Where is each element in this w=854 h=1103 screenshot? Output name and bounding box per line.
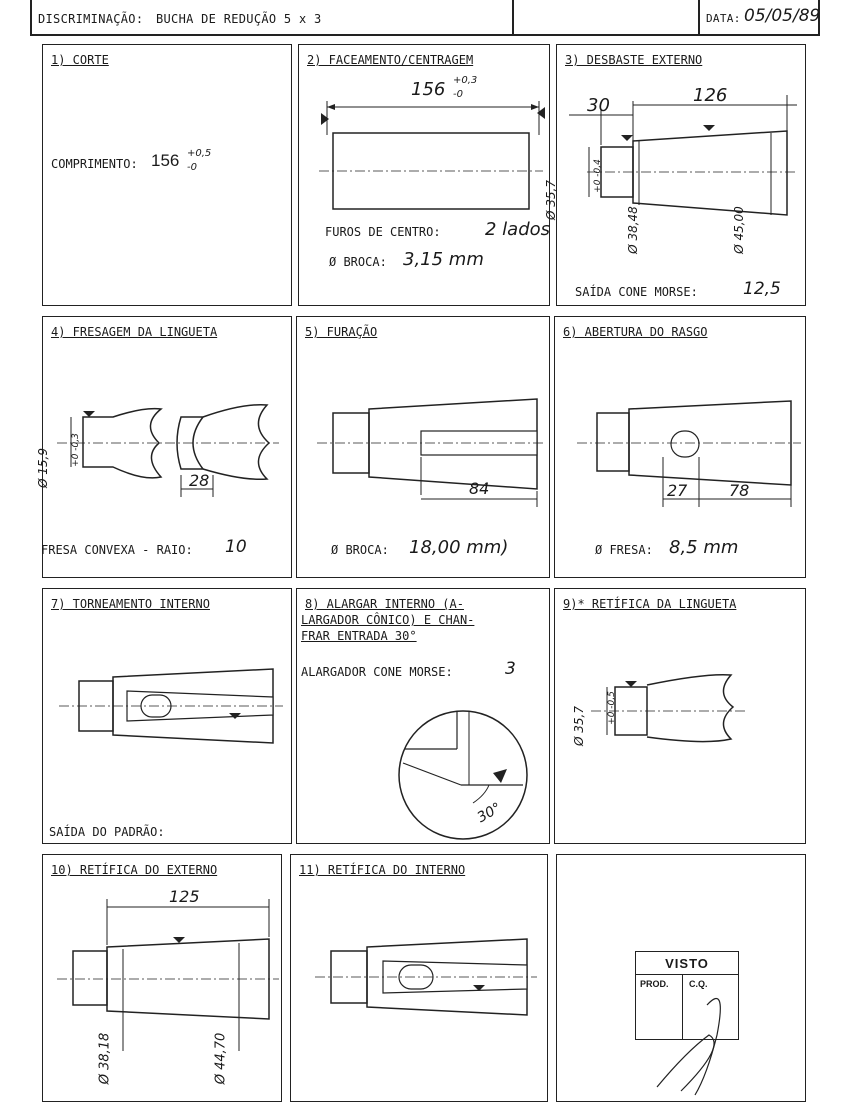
- slot-length: 78: [729, 481, 750, 500]
- step-cell-5: 5) FURAÇÃO 84 Ø BROCA: 18,00 mm): [296, 316, 550, 578]
- step-cell-7: 7) TORNEAMENTO INTERNO SAÍDA DO PADRÃO:: [42, 588, 292, 844]
- tongue-grinding-drawing: [591, 673, 745, 743]
- stamp-prod-label: PROD.: [640, 979, 669, 989]
- facing-drawing: [319, 101, 545, 210]
- step-cell-6: 6) ABERTURA DO RASGO 27 78 Ø FRESA: 8,5 …: [554, 316, 806, 578]
- tongue-milling-drawing: [57, 404, 279, 497]
- diameter-tolerance: +0 -0,5: [606, 691, 617, 725]
- step-cell-3: 3) DESBASTE EXTERNO 30 126 Ø 35,7 +0 -0,…: [544, 44, 806, 306]
- diameter-tolerance: +0 -0,4: [592, 159, 603, 193]
- step-cell-1: 1) CORTE COMPRIMENTO: 156 +0,5 -0: [42, 44, 292, 306]
- step-title: 1) CORTE: [51, 53, 109, 67]
- drill-label: Ø BROCA:: [329, 255, 387, 269]
- drill-value: 3,15 mm: [403, 249, 484, 270]
- discrimination-value: BUCHA DE REDUÇÃO 5 x 3: [156, 12, 322, 26]
- taper-length: 126: [693, 85, 728, 106]
- shoulder-length: 30: [587, 95, 610, 116]
- drill-label: Ø BROCA:: [331, 543, 389, 557]
- step-title: 6) ABERTURA DO RASGO: [563, 325, 708, 339]
- step-cell-2: 2) FACEAMENTO/CENTRAGEM 156 +0,3 -0 FURO…: [298, 44, 550, 306]
- tolerance-minus: -0: [187, 162, 197, 173]
- step-cell-10: 10) RETÍFICA DO EXTERNO 125 Ø 38,18 Ø 44…: [42, 854, 282, 1102]
- step-title: 3) DESBASTE EXTERNO: [565, 53, 703, 67]
- step-title-line-3: FRAR ENTRADA 30°: [301, 629, 417, 643]
- date-label: DATA:: [706, 12, 741, 25]
- date-value: 05/05/89: [744, 6, 821, 26]
- step-cell-8: 8) ALARGAR INTERNO (A- LARGADOR CÔNICO) …: [296, 588, 550, 844]
- morse-reamer-value: 3: [505, 659, 516, 679]
- diameter-tongue: Ø 15,9: [35, 448, 50, 488]
- center-holes-value: 2 lados: [485, 219, 551, 240]
- diameter-small-end: Ø 38,48: [625, 206, 640, 254]
- header-right-border: [818, 0, 820, 34]
- stamp-title: VISTO: [665, 956, 709, 971]
- diameter-small-end: Ø 38,18: [97, 1032, 113, 1085]
- internal-grinding-drawing: [315, 938, 537, 1016]
- step-title: 4) FRESAGEM DA LINGUETA: [51, 325, 218, 339]
- ground-length: 125: [169, 887, 200, 906]
- diameter-shank: Ø 35,7: [543, 180, 558, 220]
- step-cell-9: 9)* RETÍFICA DA LINGUETA Ø 35,7 +0 -0,5: [554, 588, 806, 844]
- convex-cutter-value: 10: [225, 537, 247, 557]
- morse-exit-value: 12,5: [743, 279, 781, 299]
- stamp-qc-label: C.Q.: [689, 979, 708, 989]
- step-title: 9)* RETÍFICA DA LINGUETA: [563, 597, 737, 611]
- diameter-large-end: Ø 44,70: [213, 1032, 229, 1085]
- step-cell-4: 4) FRESAGEM DA LINGUETA Ø 15,9 +0 -0,3 2…: [36, 316, 292, 578]
- header-bottom-border: [30, 34, 820, 36]
- diameter-large-end: Ø 45,00: [731, 206, 746, 254]
- signature-drawing: [656, 997, 721, 1096]
- tolerance-plus: +0,3: [453, 75, 478, 86]
- convex-cutter-label: FRESA CONVEXA - RAIO:: [41, 543, 193, 557]
- length-label: COMPRIMENTO:: [51, 157, 138, 171]
- header-divider: [698, 0, 700, 34]
- center-holes-label: FUROS DE CENTRO:: [325, 225, 441, 239]
- reaming-detail-drawing: [398, 710, 528, 840]
- header-divider: [512, 0, 514, 34]
- tolerance-plus: +0,5: [187, 148, 212, 159]
- internal-turning-drawing: [59, 668, 283, 744]
- stamp-qc-box: C.Q.: [682, 974, 739, 1040]
- diameter-tolerance: +0 -0,3: [70, 433, 81, 467]
- step-title: 5) FURAÇÃO: [305, 325, 378, 339]
- tolerance-minus: -0: [453, 89, 463, 100]
- tongue-width: 28: [189, 471, 210, 490]
- step-title: 2) FACEAMENTO/CENTRAGEM: [307, 53, 474, 67]
- step-title-line-2: LARGADOR CÔNICO) E CHAN-: [301, 613, 475, 627]
- header-bar: DISCRIMINAÇÃO: BUCHA DE REDUÇÃO 5 x 3 DA…: [30, 0, 820, 36]
- drilling-drawing: [317, 398, 543, 507]
- slot-offset: 27: [667, 481, 688, 500]
- approval-cell: VISTO PROD. C.Q.: [556, 854, 806, 1102]
- diameter-tongue: Ø 35,7: [571, 706, 586, 746]
- slot-opening-drawing: [577, 400, 801, 507]
- morse-reamer-label: ALARGADOR CONE MORSE:: [301, 665, 453, 679]
- step-title-line-1: 8) ALARGAR INTERNO (A-: [305, 597, 464, 611]
- gauge-exit-label: SAÍDA DO PADRÃO:: [49, 825, 165, 839]
- cutter-label: Ø FRESA:: [595, 543, 653, 557]
- step-title: 11) RETÍFICA DO INTERNO: [299, 863, 466, 877]
- external-roughing-drawing: [569, 95, 797, 216]
- step-cell-11: 11) RETÍFICA DO INTERNO: [290, 854, 548, 1102]
- step-title: 7) TORNEAMENTO INTERNO: [51, 597, 210, 611]
- cutter-value: 8,5 mm: [669, 537, 739, 558]
- length-dimension: 156: [411, 79, 446, 100]
- length-value: 156: [151, 151, 180, 170]
- header-left-border: [30, 0, 32, 36]
- drill-value: 18,00 mm): [409, 537, 509, 558]
- step-title: 10) RETÍFICA DO EXTERNO: [51, 863, 218, 877]
- morse-exit-label: SAÍDA CONE MORSE:: [575, 285, 698, 299]
- external-grinding-drawing: [57, 899, 279, 1051]
- discrimination-label: DISCRIMINAÇÃO:: [38, 12, 144, 26]
- drill-depth: 84: [469, 479, 490, 498]
